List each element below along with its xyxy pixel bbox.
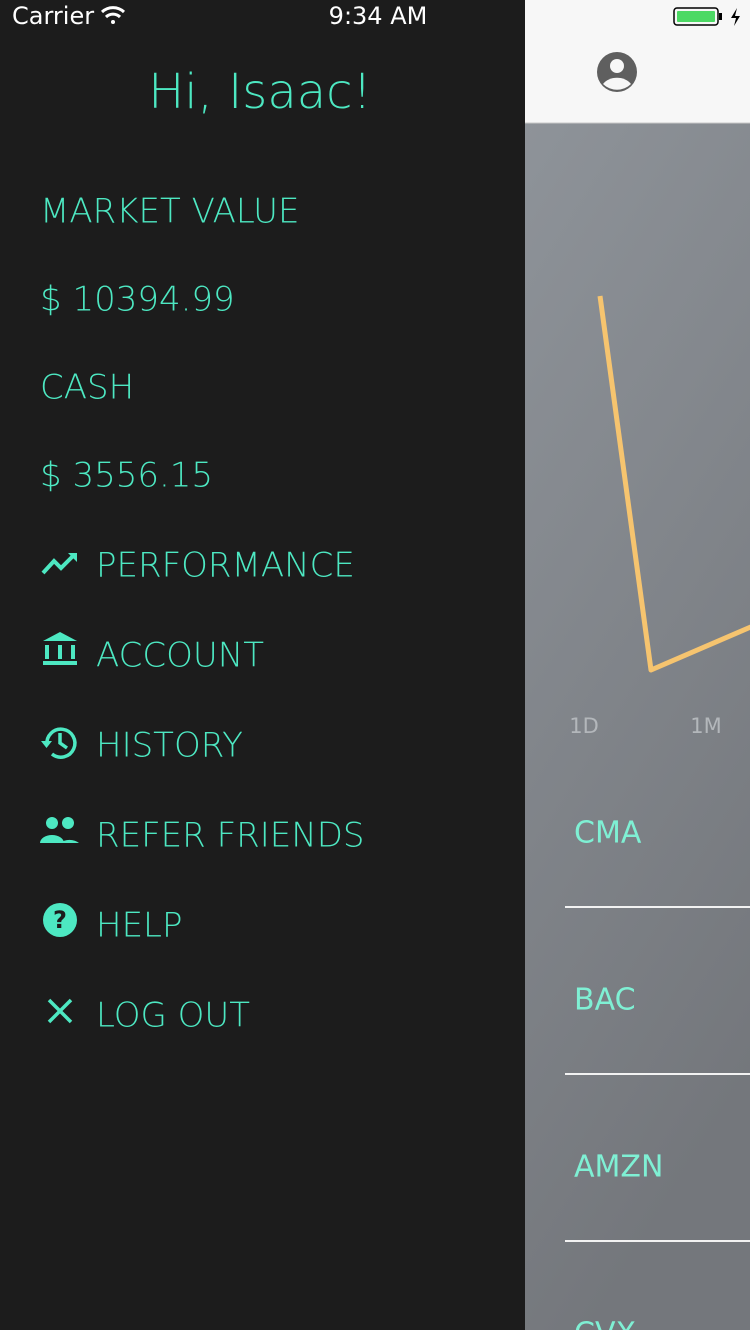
menu-item[interactable]: HISTORY [96,726,243,766]
nav-bar [525,0,750,123]
menu: PERFORMANCE ACCOUNT HISTORY REFER FRIENDS HE… [96,546,364,1036]
range-button[interactable]: 1M [690,714,721,738]
battery-icon [673,7,740,26]
main-background [525,123,750,1330]
range-button[interactable]: 1D [569,714,599,738]
stock-symbol[interactable]: AMZN [574,1150,663,1185]
menu-item[interactable]: ACCOUNT [96,636,264,676]
main-list: 1D 1M CMA BAC AMZN CVX [565,714,750,1330]
greeting: Hi, Isaac! [148,64,372,120]
stock-symbol[interactable]: BAC [574,983,636,1018]
wifi-icon [100,6,126,24]
market-value-label: MARKET VALUE [40,192,300,232]
svg-text:?: ? [53,906,67,934]
menu-item[interactable]: HELP [96,906,183,946]
price-line [597,295,750,673]
cash: $ 3556.15 [40,456,213,496]
menu-item[interactable]: PERFORMANCE [96,546,355,586]
carrier: Carrier [12,2,94,30]
market-value: $ 10394.99 [40,280,235,320]
profile-button[interactable] [597,52,637,92]
clock: 9:34 AM [329,2,428,30]
stock-symbol[interactable]: CMA [574,816,642,851]
stock-symbol[interactable]: CVX [574,1317,636,1330]
menu-item[interactable]: REFER FRIENDS [96,816,364,856]
drawer [0,0,525,1330]
cash-label: CASH [40,368,134,408]
menu-icons: ? [40,553,79,1024]
menu-item[interactable]: LOG OUT [96,996,250,1036]
